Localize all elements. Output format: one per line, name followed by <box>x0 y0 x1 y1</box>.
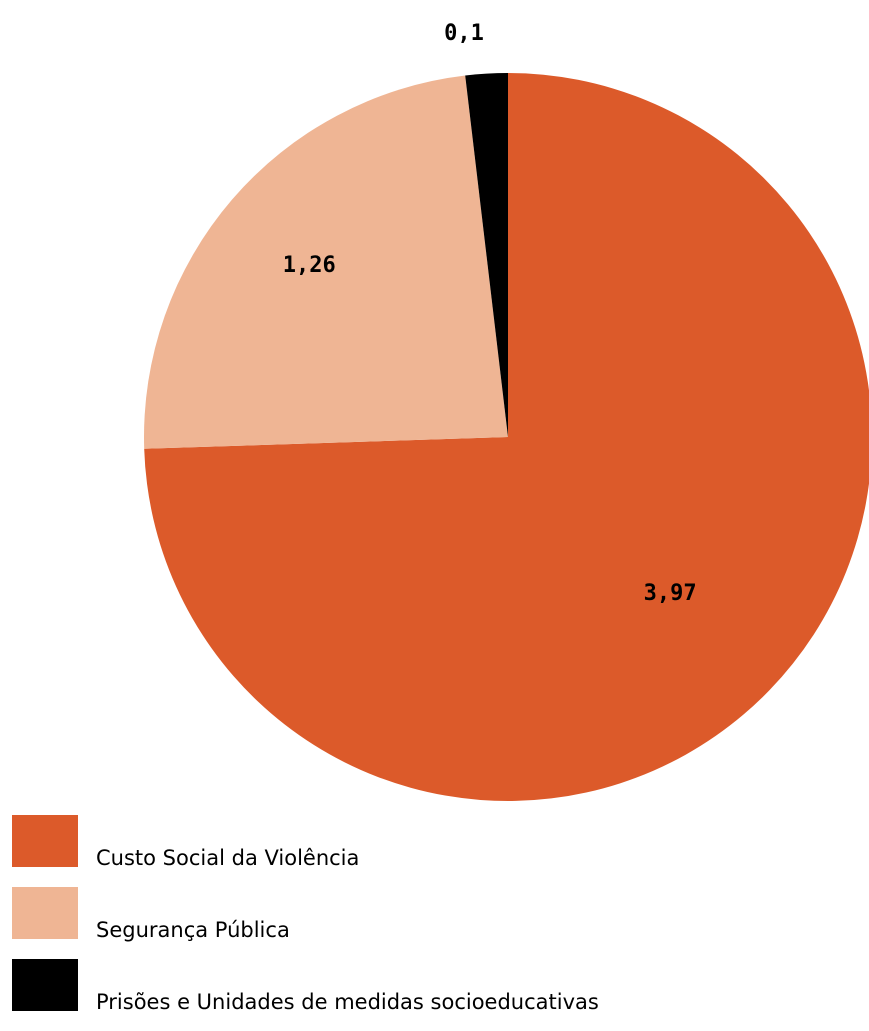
legend-label-custo-social: Custo Social da Violência <box>96 846 360 870</box>
legend-swatch-custo-social <box>12 815 78 867</box>
data-label-custo-social: 3,97 <box>644 581 697 606</box>
slice-prisoes <box>465 73 508 437</box>
slice-custo-social <box>144 73 869 801</box>
legend-item-prisoes: Prisões e Unidades de medidas socioeduca… <box>12 959 599 1014</box>
pie-data-labels: 3,97 1,26 0,1 <box>283 21 697 606</box>
legend-swatch-prisoes <box>12 959 78 1011</box>
pie-slices <box>144 73 869 801</box>
legend-swatch-seguranca-publica <box>12 887 78 939</box>
data-label-seguranca-publica: 1,26 <box>283 253 336 278</box>
legend-label-seguranca-publica: Segurança Pública <box>96 918 290 942</box>
legend-item-custo-social: Custo Social da Violência <box>12 815 599 870</box>
legend: Custo Social da Violência Segurança Públ… <box>12 815 599 1031</box>
legend-label-prisoes: Prisões e Unidades de medidas socioeduca… <box>96 990 599 1014</box>
legend-item-seguranca-publica: Segurança Pública <box>12 887 599 942</box>
data-label-prisoes: 0,1 <box>444 21 484 46</box>
slice-seguranca-publica <box>144 75 508 449</box>
